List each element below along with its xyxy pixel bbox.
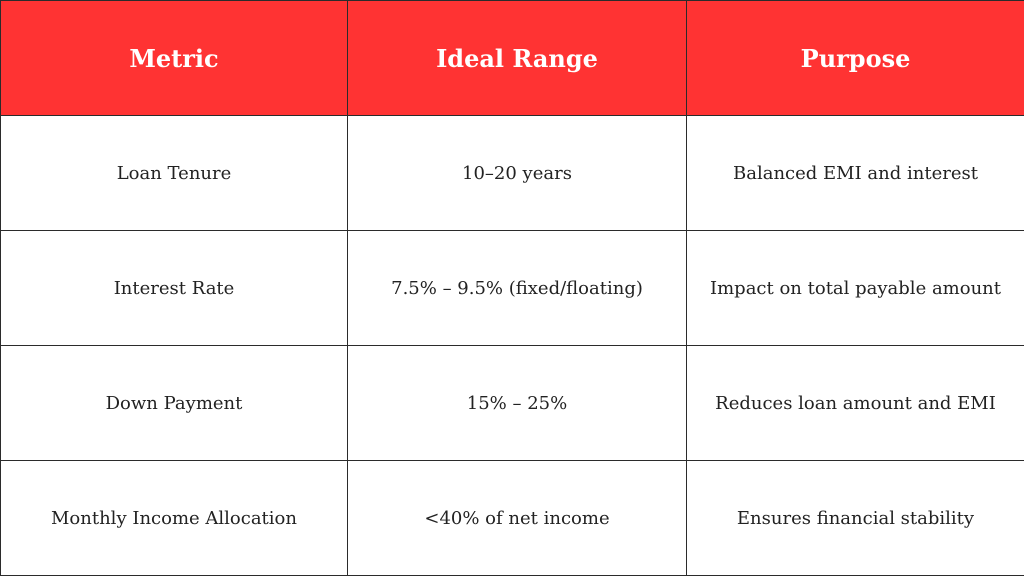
cell-ideal-range: 15% – 25%: [347, 345, 687, 461]
table-row: Interest Rate 7.5% – 9.5% (fixed/floatin…: [0, 230, 1024, 346]
cell-ideal-range: 7.5% – 9.5% (fixed/floating): [347, 230, 687, 346]
header-purpose: Purpose: [686, 0, 1024, 116]
header-metric: Metric: [0, 0, 348, 116]
cell-ideal-range: 10–20 years: [347, 115, 687, 231]
table-header: Metric Ideal Range Purpose: [0, 0, 1024, 116]
cell-metric: Down Payment: [0, 345, 348, 461]
cell-purpose: Balanced EMI and interest: [686, 115, 1024, 231]
table-row: Down Payment 15% – 25% Reduces loan amou…: [0, 345, 1024, 461]
cell-metric: Interest Rate: [0, 230, 348, 346]
cell-purpose: Impact on total payable amount: [686, 230, 1024, 346]
cell-purpose: Ensures financial stability: [686, 460, 1024, 576]
table-row: Monthly Income Allocation <40% of net in…: [0, 460, 1024, 576]
cell-metric: Monthly Income Allocation: [0, 460, 348, 576]
table-body: Loan Tenure 10–20 years Balanced EMI and…: [0, 115, 1024, 576]
table-row: Loan Tenure 10–20 years Balanced EMI and…: [0, 115, 1024, 231]
header-row: Metric Ideal Range Purpose: [0, 0, 1024, 116]
cell-purpose: Reduces loan amount and EMI: [686, 345, 1024, 461]
cell-metric: Loan Tenure: [0, 115, 348, 231]
cell-ideal-range: <40% of net income: [347, 460, 687, 576]
header-ideal-range: Ideal Range: [347, 0, 687, 116]
